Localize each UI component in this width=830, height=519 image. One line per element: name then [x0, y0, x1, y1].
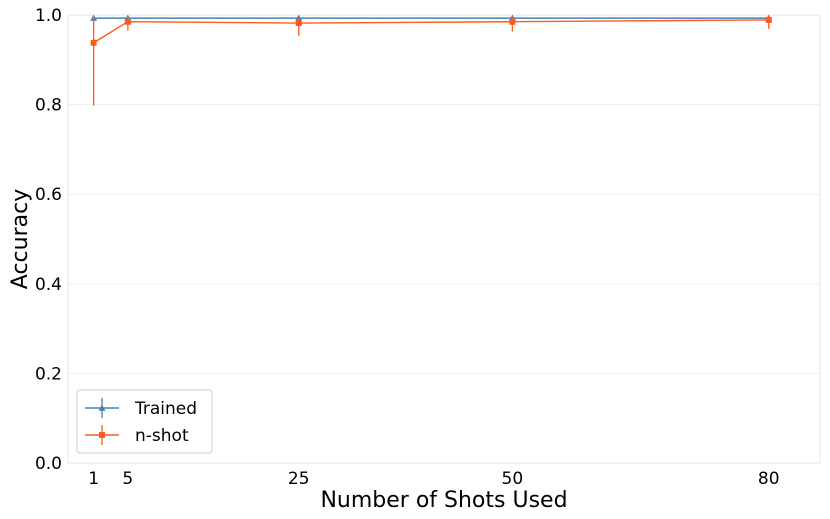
legend-item: n-shot	[85, 425, 189, 446]
legend-label: Trained	[134, 399, 197, 419]
y-tick-label: 0.2	[35, 364, 62, 384]
plot-frame	[67, 14, 821, 464]
x-axis-ticks: 1 5 25 50 80	[88, 469, 779, 489]
data-point	[124, 18, 131, 25]
x-axis-title: Number of Shots Used	[320, 488, 567, 513]
legend-swatch-marker	[98, 404, 106, 411]
y-tick-label: 0.4	[35, 275, 62, 295]
data-point	[90, 39, 97, 46]
y-axis-ticks: 0.0 0.2 0.4 0.6 0.8 1.0	[35, 6, 62, 474]
legend-swatch-marker	[99, 432, 105, 438]
data-point	[509, 18, 516, 25]
legend-label: n-shot	[135, 426, 189, 446]
x-tick-label: 50	[502, 469, 524, 489]
legend-item: Trained	[85, 398, 197, 419]
y-tick-label: 1.0	[35, 6, 62, 26]
x-tick-label: 1	[88, 469, 99, 489]
x-tick-label: 80	[758, 469, 780, 489]
y-tick-label: 0.6	[35, 185, 62, 205]
series-line	[93, 19, 769, 44]
legend-box	[76, 389, 213, 454]
x-tick-label: 25	[288, 469, 310, 489]
y-tick-label: 0.8	[35, 96, 62, 116]
y-tick-label: 0.0	[35, 454, 62, 474]
series-n-shot	[90, 15, 772, 106]
data-point	[295, 20, 302, 27]
series-layer	[90, 14, 773, 106]
data-point	[765, 16, 772, 23]
legend: Trained n-shot	[76, 389, 213, 454]
y-axis-title: Accuracy	[8, 189, 33, 289]
data-point	[295, 14, 303, 21]
x-tick-label: 5	[122, 469, 133, 489]
